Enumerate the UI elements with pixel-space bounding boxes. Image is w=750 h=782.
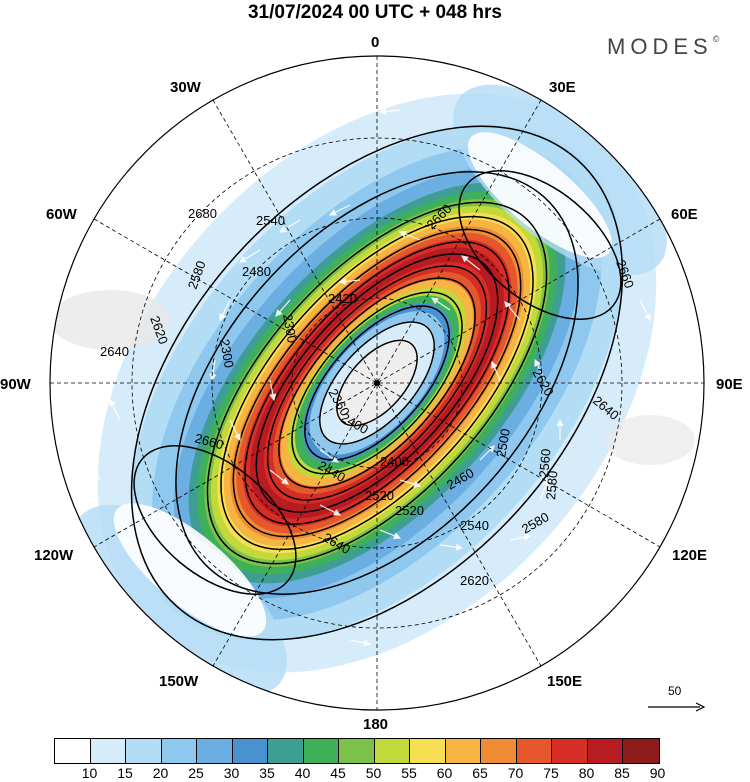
lon-label-150e: 150E (547, 673, 583, 690)
colorbar-swatch (161, 739, 197, 763)
reference-vector: 50 (648, 684, 706, 724)
colorbar-tick-label: 40 (294, 765, 311, 781)
colorbar-swatch (481, 739, 517, 763)
colorbar-swatch (197, 739, 233, 763)
contour-label: 2580 (543, 470, 560, 500)
brand-text: MODES (607, 34, 713, 59)
colorbar (54, 738, 660, 764)
lon-label-120e: 120E (672, 547, 708, 564)
contour-label: 2480 (242, 264, 271, 279)
colorbar-tick-label: 55 (401, 765, 417, 781)
colorbar-tick-label: 70 (507, 765, 524, 781)
colorbar-tick-label: 35 (259, 765, 275, 781)
colorbar-tick-label: 80 (578, 765, 595, 781)
colorbar-tick-label: 10 (81, 765, 98, 781)
contour-label: 2560 (536, 448, 553, 478)
copyright-mark: © (712, 33, 720, 44)
contour-label: 2400 (380, 454, 409, 469)
colorbar-tick-label: 65 (472, 765, 488, 781)
colorbar-swatch (374, 739, 410, 763)
colorbar-tick-label: 50 (365, 765, 382, 781)
contour-label: 2300 (217, 338, 237, 369)
colorbar-swatch (232, 739, 268, 763)
contour-label: 2520 (395, 503, 424, 518)
contour-label: 2620 (460, 573, 489, 588)
colorbar-tick-label: 85 (614, 765, 630, 781)
colorbar-swatch (339, 739, 375, 763)
lon-label-120w: 120W (34, 547, 74, 564)
colorbar-tick-label: 90 (649, 765, 666, 781)
colorbar-swatch (516, 739, 552, 763)
lon-label-90e: 90E (716, 376, 743, 393)
lon-label-90w: 90W (0, 376, 31, 393)
colorbar-swatch (268, 739, 304, 763)
contour-label: 2640 (100, 344, 129, 359)
colorbar-tick-label: 20 (152, 765, 169, 781)
lon-label-60w: 60W (46, 206, 77, 223)
lon-label-150w: 150W (159, 673, 199, 690)
lon-label-0: 0 (371, 34, 380, 51)
contour-label: 2680 (188, 206, 217, 221)
colorbar-swatch (90, 739, 126, 763)
colorbar-tick-label: 25 (188, 765, 204, 781)
reference-vector-value: 50 (668, 684, 682, 698)
lon-label-30w: 30W (170, 79, 201, 96)
colorbar-swatch (587, 739, 623, 763)
pole-marker (374, 380, 380, 386)
modes-logo: MODES© (607, 34, 719, 60)
contour-label: 2300 (280, 313, 300, 344)
map-boundary (49, 55, 705, 711)
reference-arrow-icon (648, 702, 706, 712)
contour-label: 2500 (493, 427, 513, 458)
colorbar-tick-label: 45 (330, 765, 346, 781)
colorbar-swatch (126, 739, 162, 763)
colorbar-tick-label: 30 (223, 765, 240, 781)
chart-title: 31/07/2024 00 UTC + 048 hrs (247, 2, 503, 23)
lon-label-180: 180 (363, 716, 389, 733)
colorbar-tick-label: 60 (436, 765, 453, 781)
contour-label: 2660 (193, 430, 225, 452)
colorbar-swatch (55, 739, 91, 763)
contour-label: 2540 (460, 518, 489, 533)
colorbar-tick-label: 15 (117, 765, 133, 781)
colorbar-swatch (410, 739, 446, 763)
colorbar-swatch (303, 739, 339, 763)
lon-label-60e: 60E (671, 206, 698, 223)
colorbar-swatch (623, 739, 659, 763)
contour-label: 2540 (256, 213, 285, 228)
contour-label: 2520 (365, 488, 394, 503)
contour-label: 2420 (328, 291, 357, 306)
colorbar-swatch (445, 739, 481, 763)
lon-label-30e: 30E (549, 79, 576, 96)
colorbar-swatch (552, 739, 588, 763)
colorbar-tick-label: 75 (543, 765, 559, 781)
